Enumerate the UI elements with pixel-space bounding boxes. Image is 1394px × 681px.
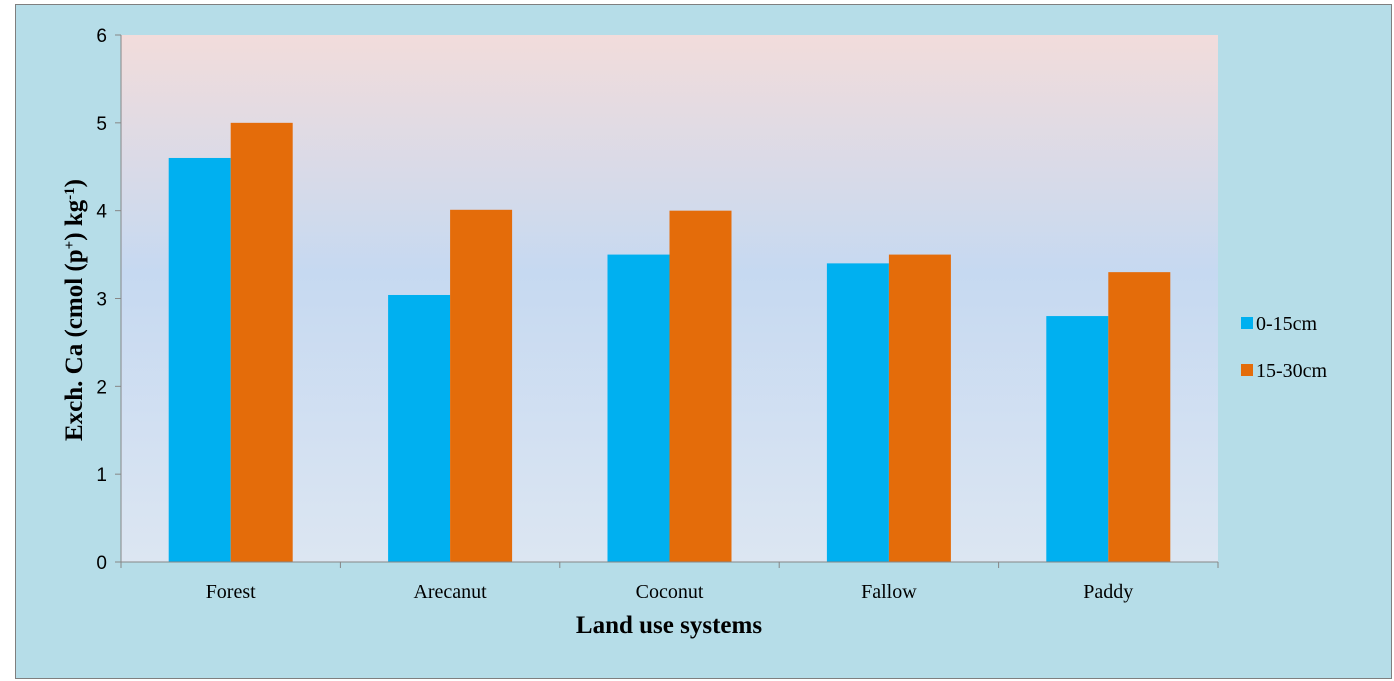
y-axis-title-suffix: ) bbox=[61, 179, 88, 187]
bar-coconut-15-30cm bbox=[669, 210, 732, 562]
bar-forest-0-15cm bbox=[168, 157, 231, 562]
x-tick-label: Fallow bbox=[861, 581, 917, 603]
chart-frame: 0 1 2 3 4 5 6 Forest Arecanut Coconut Fallow Paddy… bbox=[15, 4, 1392, 679]
x-tick-label: Arecanut bbox=[413, 581, 487, 603]
y-tick-label: 6 bbox=[96, 26, 107, 47]
y-tick-label: 3 bbox=[96, 290, 107, 311]
legend-label-0-15cm: 0-15cm bbox=[1256, 313, 1318, 335]
y-tick-label: 2 bbox=[96, 377, 107, 398]
bar-paddy-15-30cm bbox=[1108, 272, 1171, 562]
legend: 0-15cm 15-30cm bbox=[1241, 313, 1328, 382]
bar-fallow-15-30cm bbox=[888, 254, 951, 563]
x-tick-label: Paddy bbox=[1083, 581, 1133, 603]
y-axis-title-middle: ) kg bbox=[61, 199, 88, 240]
chart: 0 1 2 3 4 5 6 Forest Arecanut Coconut Fallow Paddy… bbox=[61, 26, 1328, 639]
y-axis-title-sup1: + bbox=[62, 241, 78, 250]
bar-arecanut-0-15cm bbox=[388, 294, 451, 562]
legend-swatch-0-15cm bbox=[1241, 317, 1253, 329]
y-tick-label: 4 bbox=[96, 202, 107, 223]
x-tick-label: Coconut bbox=[636, 581, 704, 603]
bar-paddy-0-15cm bbox=[1046, 316, 1109, 562]
y-axis-title-prefix: Exch. Ca (cmol (p bbox=[61, 249, 88, 441]
y-tick-label: 0 bbox=[96, 553, 107, 574]
bar-fallow-0-15cm bbox=[826, 263, 889, 562]
bar-forest-15-30cm bbox=[230, 122, 293, 562]
y-tick-label: 1 bbox=[96, 465, 107, 486]
y-tick-label: 5 bbox=[96, 114, 107, 135]
x-axis-title: Land use systems bbox=[576, 612, 762, 639]
bar-coconut-0-15cm bbox=[607, 254, 670, 563]
y-axis-title: Exch. Ca (cmol (p+) kg-1) bbox=[61, 179, 88, 441]
legend-swatch-15-30cm bbox=[1241, 364, 1253, 376]
legend-label-15-30cm: 15-30cm bbox=[1256, 360, 1328, 382]
x-tick-label: Forest bbox=[206, 581, 256, 603]
y-axis-title-sup2: -1 bbox=[62, 187, 78, 200]
bar-arecanut-15-30cm bbox=[450, 209, 513, 562]
